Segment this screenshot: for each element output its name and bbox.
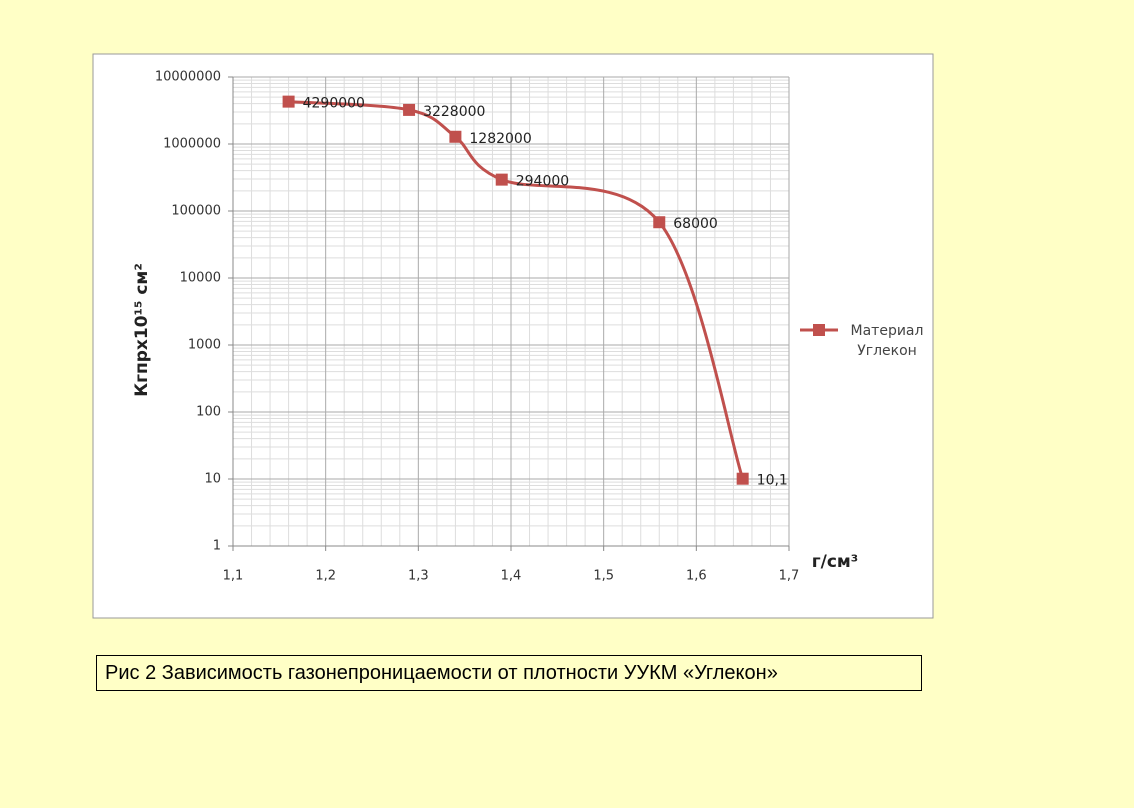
y-tick-label: 10000000: [155, 70, 221, 85]
x-tick-label: 1,6: [686, 569, 707, 584]
y-tick-label: 100000: [171, 204, 221, 219]
marker: [495, 173, 508, 186]
data-label: 68000: [673, 216, 718, 232]
legend-marker: [813, 324, 825, 336]
y-tick-label: 1000000: [163, 137, 221, 152]
x-tick-label: 1,3: [408, 569, 429, 584]
x-tick-label: 1,7: [779, 569, 800, 584]
caption: Рис 2 Зависимость газонепроницаемости от…: [96, 655, 922, 691]
data-label: 3228000: [423, 104, 485, 120]
data-label: 4290000: [303, 96, 365, 112]
y-axis-label: Кгпрх10¹⁵ см²: [132, 263, 152, 397]
x-tick-label: 1,4: [501, 569, 522, 584]
marker: [449, 130, 462, 143]
y-tick-label: 1: [213, 539, 221, 554]
marker: [403, 103, 416, 116]
x-tick-label: 1,1: [223, 569, 244, 584]
data-label: 294000: [516, 174, 569, 190]
data-label: 10,1: [757, 473, 788, 489]
x-tick-label: 1,2: [315, 569, 336, 584]
y-tick-label: 100: [196, 405, 221, 420]
x-tick-label: 1,5: [593, 569, 614, 584]
marker: [653, 216, 666, 229]
x-axis-label: г/см³: [812, 552, 859, 572]
data-label: 1282000: [469, 131, 531, 147]
marker: [282, 95, 295, 108]
y-tick-label: 10: [204, 472, 221, 487]
y-tick-label: 10000: [180, 271, 221, 286]
y-tick-label: 1000: [188, 338, 221, 353]
marker: [736, 472, 749, 485]
legend-label: Материал Углекон: [850, 323, 924, 359]
